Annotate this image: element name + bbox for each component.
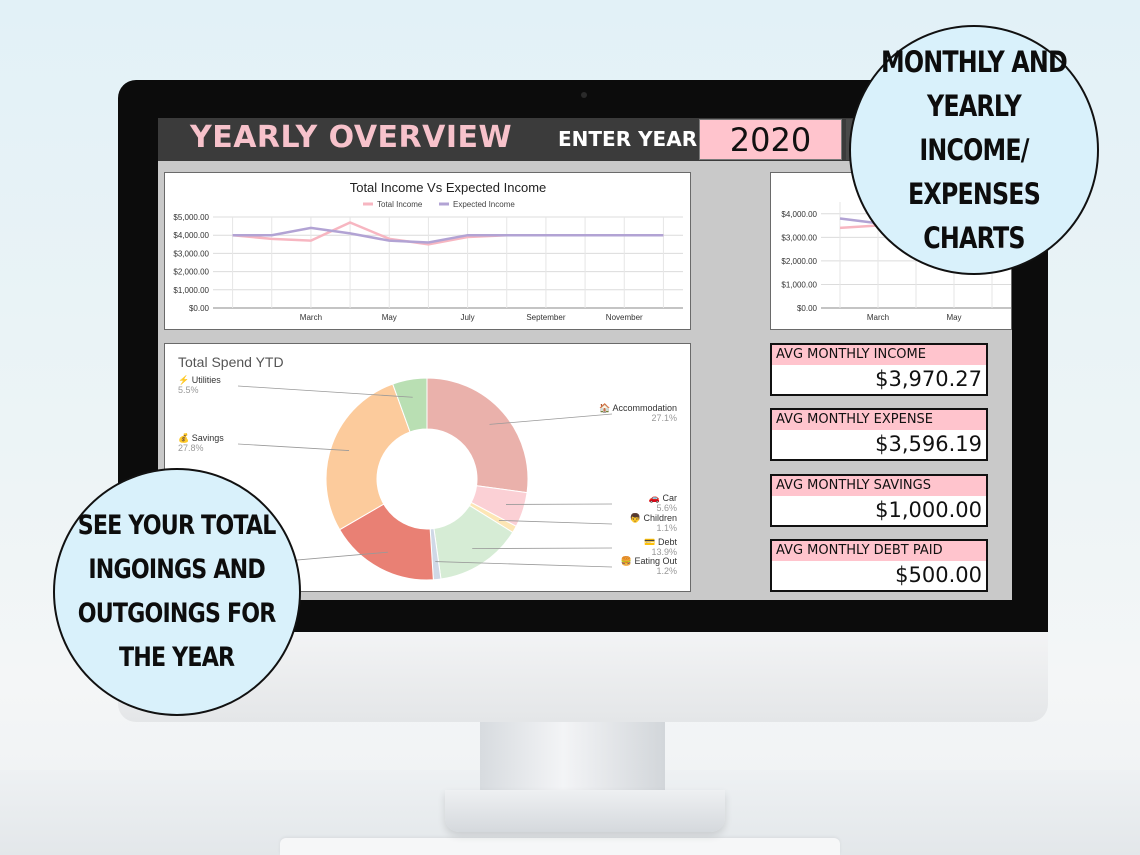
slice-label: 🏠 Accommodation — [599, 403, 677, 413]
leader-line — [498, 520, 613, 525]
x-tick-label: September — [526, 313, 565, 322]
page-title: YEARLY OVERVIEW — [190, 120, 513, 155]
slice-percent: 13.9% — [651, 547, 677, 557]
y-tick-label: $0.00 — [189, 304, 210, 313]
y-tick-label: $2,000.00 — [173, 268, 209, 277]
series-line-expected-income — [232, 226, 664, 244]
leader-line — [435, 561, 613, 568]
slice-name: Savings — [192, 433, 225, 443]
income-line-chart-svg: Total Income Vs Expected Income Total Inc… — [173, 180, 683, 322]
slice-name: Car — [662, 493, 677, 503]
x-tick-label: May — [946, 313, 961, 322]
slice-label: 👦 Children — [630, 512, 677, 523]
donut-slice-accommodation — [426, 377, 529, 494]
slice-name: Children — [643, 513, 677, 523]
y-tick-label: $1,000.00 — [173, 286, 209, 295]
slice-percent: 1.2% — [656, 566, 677, 576]
slice-percent: 5.5% — [178, 385, 199, 395]
x-tick-label: March — [300, 313, 322, 322]
y-tick-label: $5,000.00 — [173, 213, 209, 222]
money-icon: 💳 — [644, 537, 658, 547]
avg-monthly-expense-card: AVG MONTHLY EXPENSE $3,596.19 — [770, 408, 988, 461]
callout-text: MONTHLY AND YEARLY INCOME/ EXPENSES CHAR… — [881, 45, 1068, 255]
legend-label: Expected Income — [453, 200, 515, 209]
x-tick-label: March — [867, 313, 889, 322]
slice-name: Eating Out — [634, 556, 677, 566]
slice-label: 💳 Debt — [644, 537, 677, 547]
leader-line — [237, 443, 350, 451]
metric-label: AVG MONTHLY INCOME — [772, 345, 986, 365]
x-tick-label: May — [382, 313, 397, 322]
metric-value[interactable]: $3,596.19 — [875, 432, 982, 456]
slice-label: ⚡ Utilities — [178, 374, 221, 386]
avg-monthly-savings-card: AVG MONTHLY SAVINGS $1,000.00 — [770, 474, 988, 527]
callout-income-expense-charts: MONTHLY AND YEARLY INCOME/ EXPENSES CHAR… — [849, 25, 1099, 275]
x-tick-label: July — [460, 313, 474, 322]
leader-line — [472, 547, 613, 550]
callout-total-ingoings: SEE YOUR TOTAL INGOINGS AND OUTGOINGS FO… — [53, 468, 301, 716]
metric-label: AVG MONTHLY EXPENSE — [772, 410, 986, 430]
leader-line — [294, 551, 388, 561]
y-tick-label: $0.00 — [797, 304, 818, 313]
y-tick-label: $4,000.00 — [173, 231, 209, 240]
avg-monthly-debt-card: AVG MONTHLY DEBT PAID $500.00 — [770, 539, 988, 592]
leader-line — [489, 413, 613, 425]
car-icon: 🚗 — [649, 493, 663, 503]
monitor-stand-base — [445, 790, 725, 832]
metric-value[interactable]: $3,970.27 — [875, 367, 982, 391]
donut-slice-utilities — [392, 377, 428, 433]
chart-title: Total Income Vs Expected Income — [350, 180, 547, 195]
x-tick-label: November — [606, 313, 643, 322]
slice-label: 💰 Savings — [178, 432, 224, 444]
moneybag-icon: 💰 — [178, 432, 192, 444]
slice-name: Accommodation — [612, 403, 677, 413]
slice-label: 🚗 Car — [649, 493, 677, 503]
metric-label: AVG MONTHLY SAVINGS — [772, 476, 986, 496]
callout-text: SEE YOUR TOTAL INGOINGS AND OUTGOINGS FO… — [78, 510, 277, 673]
y-tick-label: $2,000.00 — [781, 257, 817, 266]
burger-icon: 🍔 — [621, 555, 635, 566]
chart-title: Total Spend YTD — [178, 354, 284, 370]
metric-label: AVG MONTHLY DEBT PAID — [772, 541, 986, 561]
y-tick-label: $3,000.00 — [781, 233, 817, 242]
child-icon: 👦 — [630, 512, 644, 523]
y-tick-label: $4,000.00 — [781, 210, 817, 219]
lightning-icon: ⚡ — [178, 374, 192, 386]
legend-label: Total Income — [377, 200, 423, 209]
slice-percent: 27.8% — [178, 443, 204, 453]
slice-name: Debt — [658, 537, 678, 547]
enter-year-label: ENTER YEAR: — [558, 127, 706, 151]
metric-value[interactable]: $1,000.00 — [875, 498, 982, 522]
slice-name: Utilities — [192, 375, 222, 385]
slice-percent: 5.6% — [656, 503, 677, 513]
slice-percent: 27.1% — [651, 413, 677, 423]
y-tick-label: $1,000.00 — [781, 280, 817, 289]
income-line-chart[interactable]: Total Income Vs Expected Income Total Inc… — [164, 172, 691, 330]
slice-label: 🍔 Eating Out — [621, 555, 678, 566]
y-tick-label: $3,000.00 — [173, 249, 209, 258]
series-line-total-income — [232, 221, 664, 246]
metric-value[interactable]: $500.00 — [895, 563, 982, 587]
year-input[interactable]: 2020 — [699, 119, 842, 160]
slice-percent: 1.1% — [656, 523, 677, 533]
keyboard — [280, 838, 840, 855]
avg-monthly-income-card: AVG MONTHLY INCOME $3,970.27 — [770, 343, 988, 396]
house-icon: 🏠 — [599, 403, 612, 413]
monitor-stand — [480, 720, 665, 800]
webcam-icon — [581, 92, 587, 98]
donut-slice-savings — [325, 383, 411, 531]
leader-line — [237, 385, 413, 398]
